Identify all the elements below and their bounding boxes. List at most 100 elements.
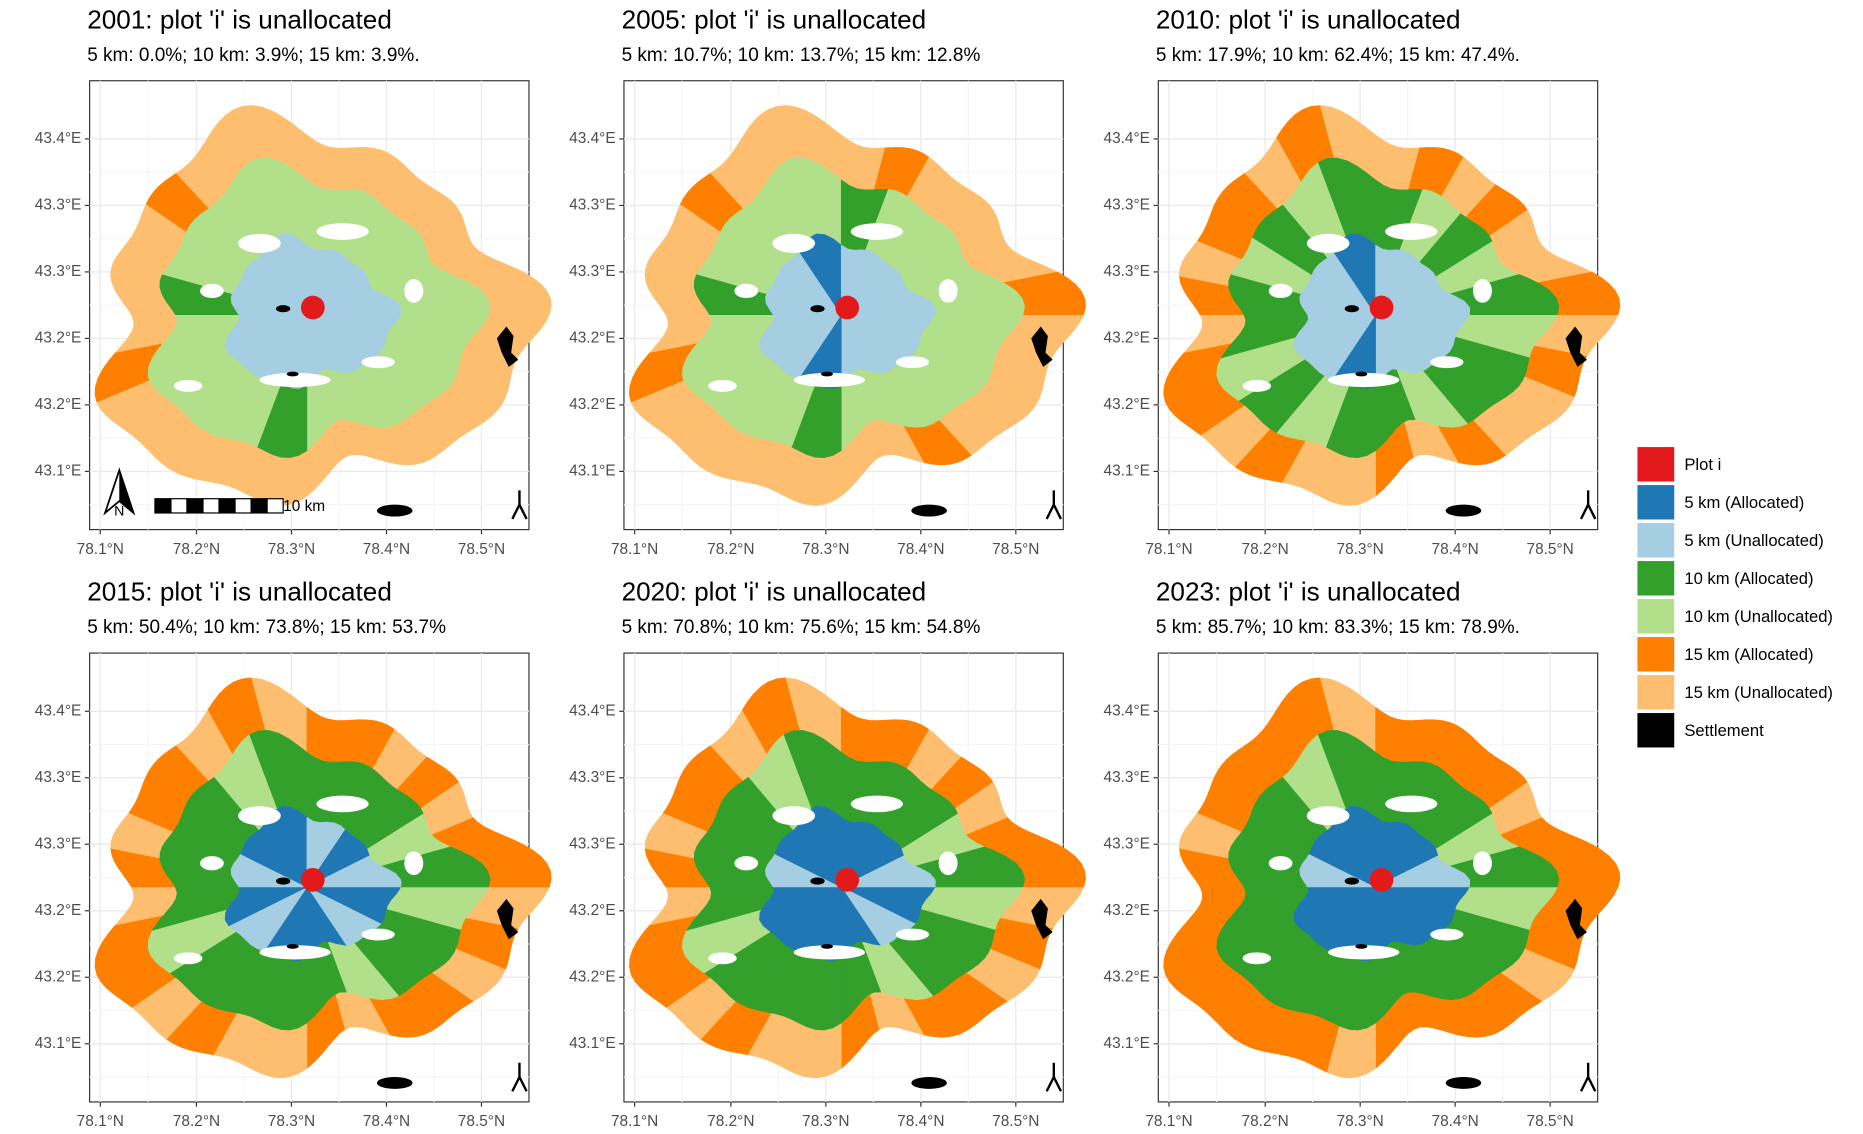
settlement bbox=[1031, 898, 1053, 940]
x-tick-label: 78.2°N bbox=[1242, 541, 1289, 558]
panel-title: 2020: plot 'i' is unallocated bbox=[622, 577, 927, 607]
panel-title: 2010: plot 'i' is unallocated bbox=[1156, 4, 1461, 34]
gap bbox=[173, 379, 203, 392]
x-tick-label: 78.5°N bbox=[1526, 541, 1573, 558]
map-panel: 2020: plot 'i' is unallocated 5 km: 70.8%… bbox=[569, 577, 1086, 1130]
gap bbox=[1306, 233, 1350, 253]
settlement bbox=[1565, 326, 1587, 367]
y-tick-label: 43.3°E bbox=[35, 197, 81, 214]
gap bbox=[404, 279, 424, 303]
scale-bar-label: 10 km bbox=[283, 498, 325, 515]
gap bbox=[1268, 856, 1293, 871]
settlement bbox=[1355, 371, 1368, 377]
legend-label: Plot i bbox=[1684, 455, 1721, 474]
gap bbox=[1328, 372, 1400, 388]
y-tick-label: 43.2°E bbox=[1104, 968, 1150, 985]
legend-label: 5 km (Allocated) bbox=[1684, 493, 1804, 512]
gap bbox=[173, 952, 203, 965]
settlement bbox=[810, 877, 825, 885]
x-tick-label: 78.5°N bbox=[458, 541, 505, 558]
map-panel: 2001: plot 'i' is unallocated 5 km: 0.0%;… bbox=[35, 4, 552, 558]
settlement bbox=[1565, 898, 1587, 940]
gap bbox=[1430, 928, 1464, 941]
x-tick-label: 78.2°N bbox=[707, 1113, 754, 1130]
panel-subtitle: 5 km: 10.7%; 10 km: 13.7%; 15 km: 12.8% bbox=[622, 45, 981, 66]
y-tick-label: 43.1°E bbox=[35, 462, 81, 479]
legend-swatch bbox=[1636, 597, 1676, 635]
y-tick-label: 43.2°E bbox=[35, 396, 81, 413]
gap bbox=[850, 223, 904, 240]
settlement bbox=[911, 504, 947, 517]
y-tick-label: 43.4°E bbox=[35, 130, 81, 147]
river-icon bbox=[1579, 490, 1597, 520]
y-tick-label: 43.4°E bbox=[1104, 702, 1150, 719]
x-tick-label: 78.5°N bbox=[992, 541, 1039, 558]
scale-bar-segment bbox=[154, 498, 172, 514]
x-tick-label: 78.5°N bbox=[458, 1113, 505, 1130]
gap bbox=[1385, 795, 1438, 813]
settlement bbox=[1344, 877, 1359, 885]
legend-label: 5 km (Unallocated) bbox=[1684, 531, 1823, 550]
panel-title: 2015: plot 'i' is unallocated bbox=[87, 577, 392, 607]
x-tick-label: 78.4°N bbox=[1431, 541, 1478, 558]
gap bbox=[850, 795, 904, 813]
plot-i bbox=[835, 868, 860, 892]
zone-patch bbox=[306, 855, 402, 888]
north-arrow-half bbox=[119, 470, 134, 513]
gap bbox=[734, 856, 759, 871]
x-tick-label: 78.4°N bbox=[363, 541, 410, 558]
x-tick-label: 78.2°N bbox=[1242, 1113, 1289, 1130]
x-tick-label: 78.1°N bbox=[1145, 1113, 1192, 1130]
gap bbox=[1328, 945, 1400, 960]
gap bbox=[938, 851, 958, 876]
panel-title: 2023: plot 'i' is unallocated bbox=[1156, 577, 1461, 607]
plot-i bbox=[300, 868, 325, 892]
x-tick-label: 78.1°N bbox=[611, 541, 658, 558]
scale-bar-segment bbox=[234, 498, 252, 514]
gap bbox=[708, 379, 737, 392]
gap bbox=[1385, 223, 1438, 240]
y-tick-label: 43.2°E bbox=[1104, 396, 1150, 413]
x-tick-label: 78.3°N bbox=[268, 541, 315, 558]
settlement bbox=[496, 326, 519, 367]
panel-subtitle: 5 km: 50.4%; 10 km: 73.8%; 15 km: 53.7% bbox=[87, 617, 446, 638]
river-icon bbox=[511, 1062, 528, 1092]
legend-swatch bbox=[1636, 483, 1676, 521]
x-tick-label: 78.3°N bbox=[268, 1113, 315, 1130]
settlement bbox=[821, 371, 833, 377]
plot-i bbox=[1369, 295, 1394, 320]
y-tick-label: 43.3°E bbox=[1104, 197, 1150, 214]
panel-subtitle: 5 km: 0.0%; 10 km: 3.9%; 15 km: 3.9%. bbox=[87, 45, 419, 66]
river-icon bbox=[1045, 490, 1062, 520]
y-tick-label: 43.2°E bbox=[35, 329, 81, 346]
plot-i bbox=[1369, 868, 1394, 892]
panel-title: 2001: plot 'i' is unallocated bbox=[87, 4, 392, 34]
y-tick-label: 43.2°E bbox=[35, 902, 81, 919]
zone-patch bbox=[306, 283, 402, 315]
x-tick-label: 78.5°N bbox=[1526, 1113, 1573, 1130]
zone-patch bbox=[1375, 283, 1470, 315]
y-tick-label: 43.3°E bbox=[569, 835, 615, 852]
settlement bbox=[1355, 944, 1368, 949]
x-tick-label: 78.3°N bbox=[802, 541, 849, 558]
gap bbox=[938, 279, 958, 303]
settlement bbox=[821, 944, 833, 949]
y-tick-label: 43.1°E bbox=[569, 462, 615, 479]
settlement bbox=[276, 877, 291, 885]
legend-swatch bbox=[1636, 445, 1676, 483]
settlement bbox=[276, 305, 291, 313]
gap bbox=[1472, 279, 1492, 303]
y-tick-label: 43.1°E bbox=[35, 1035, 81, 1052]
y-tick-label: 43.1°E bbox=[1104, 462, 1150, 479]
x-tick-label: 78.4°N bbox=[897, 541, 944, 558]
x-tick-label: 78.4°N bbox=[363, 1113, 410, 1130]
scale-bar-segment bbox=[202, 498, 220, 514]
gap bbox=[772, 806, 816, 826]
gap bbox=[1242, 952, 1272, 965]
settlement bbox=[496, 898, 519, 940]
gap bbox=[259, 372, 331, 388]
x-tick-label: 78.4°N bbox=[1431, 1113, 1478, 1130]
legend-label: 15 km (Allocated) bbox=[1684, 645, 1813, 664]
